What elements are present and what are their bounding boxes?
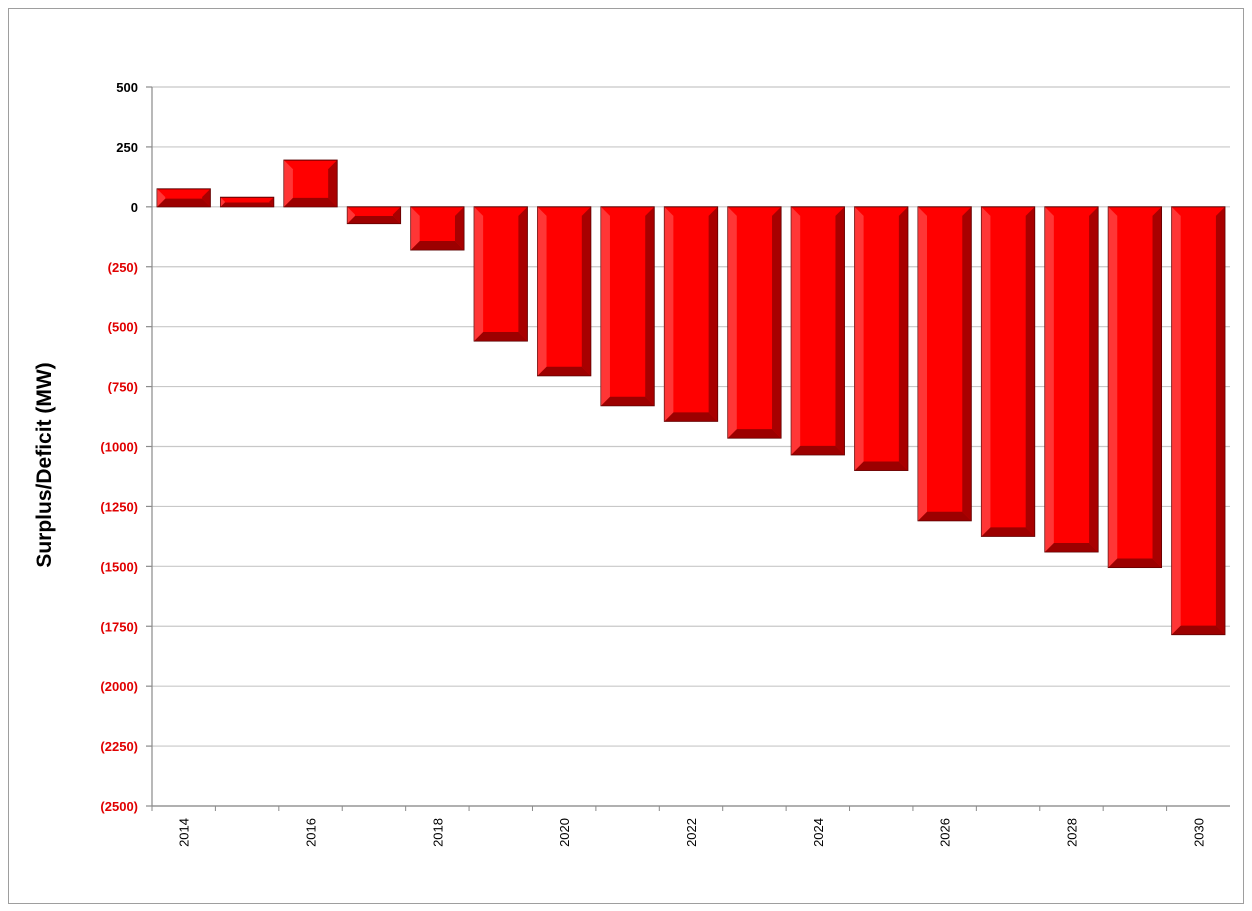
bar-2026 — [917, 206, 972, 522]
y-tick-label: (2500) — [100, 799, 138, 814]
y-tick-label: (2250) — [100, 739, 138, 754]
x-tick-label: 2020 — [557, 818, 572, 847]
bar-2014 — [156, 188, 211, 208]
bar-2030 — [1171, 206, 1226, 636]
bar-2025 — [854, 206, 909, 471]
chart-frame — [8, 8, 1244, 904]
x-tick-label: 2030 — [1191, 818, 1206, 847]
y-tick-label: (250) — [108, 260, 138, 275]
x-tick-labels: 2014 2016 2018 2020 2022 2024 2026 2028 2030 — [177, 818, 1207, 847]
y-tick-label: 0 — [131, 200, 138, 215]
x-tick-label: 2026 — [938, 818, 953, 847]
bar-2015 — [219, 196, 275, 208]
y-tick-label: (1250) — [100, 499, 138, 514]
x-tick-label: 2028 — [1064, 818, 1079, 847]
bar-2018 — [410, 206, 465, 251]
bars — [156, 159, 1226, 636]
bar-2029 — [1107, 206, 1163, 569]
y-tick-label: (500) — [108, 320, 138, 335]
bar-2020 — [537, 206, 592, 377]
y-tick-labels: 500 250 0 (250) (500) (750) (1000) (1250) (1500)… — [100, 80, 138, 814]
bar-2021 — [600, 206, 655, 407]
bar-2028 — [1044, 206, 1099, 553]
bar-2017 — [346, 206, 402, 225]
bar-2016 — [283, 159, 338, 208]
bar-2024 — [790, 206, 845, 456]
y-tick-label: (1500) — [100, 559, 138, 574]
bar-2027 — [980, 206, 1036, 537]
y-tick-label: (750) — [108, 380, 138, 395]
y-axis-title: Surplus/Deficit (MW) — [33, 362, 56, 567]
x-tick-label: 2024 — [811, 818, 826, 847]
x-tick-label: 2016 — [304, 818, 319, 847]
y-tick-label: (1000) — [100, 440, 138, 455]
y-tick-label: (1750) — [100, 619, 138, 634]
x-tick-label: 2018 — [430, 818, 445, 847]
x-tick-label: 2014 — [177, 818, 192, 847]
y-tick-label: (2000) — [100, 679, 138, 694]
axes — [146, 86, 1230, 811]
x-tick-label: 2022 — [684, 818, 699, 847]
y-tick-label: 250 — [116, 140, 138, 155]
bar-2022 — [663, 206, 719, 422]
bar-2019 — [473, 206, 528, 342]
bar-2023 — [727, 206, 782, 439]
y-tick-label: 500 — [116, 80, 138, 95]
